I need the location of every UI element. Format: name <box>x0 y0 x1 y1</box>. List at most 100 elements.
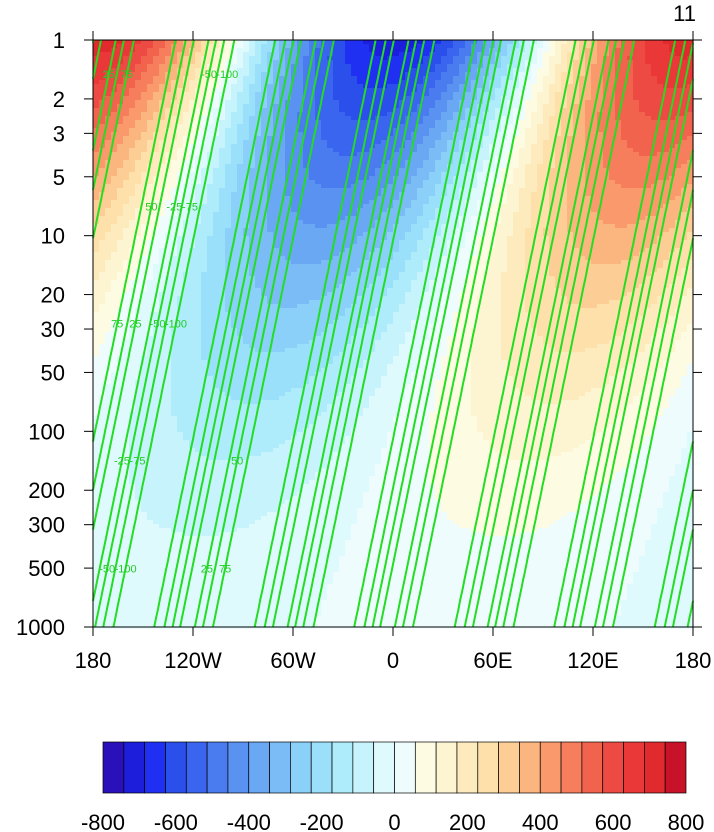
shade-cell <box>279 212 286 217</box>
shade-cell <box>117 152 124 157</box>
shade-cell <box>483 80 490 85</box>
shade-cell <box>225 216 232 221</box>
shade-cell <box>177 144 184 149</box>
shade-cell <box>201 156 208 161</box>
shade-cell <box>507 72 514 77</box>
shade-cell <box>621 184 628 189</box>
shade-cell <box>111 148 118 153</box>
shade-cell <box>93 208 100 213</box>
shade-cell <box>249 164 256 169</box>
shade-cell <box>189 228 196 233</box>
shade-cell <box>117 116 124 121</box>
shade-cell <box>153 168 160 173</box>
shade-cell <box>123 180 130 185</box>
shade-cell <box>321 140 328 145</box>
shade-cell <box>495 60 502 65</box>
shade-cell <box>225 188 232 193</box>
shade-cell <box>681 88 688 93</box>
shade-cell <box>615 52 622 57</box>
shade-cell <box>141 144 148 149</box>
shade-cell <box>267 172 274 177</box>
shade-cell <box>543 96 550 101</box>
shade-cell <box>327 64 334 69</box>
shade-cell <box>681 224 688 229</box>
shade-cell <box>237 180 244 185</box>
shade-cell <box>393 216 400 221</box>
shade-cell <box>501 160 508 165</box>
shade-cell <box>501 88 508 93</box>
shade-cell <box>465 100 472 105</box>
shade-cell <box>351 116 358 121</box>
shade-cell <box>231 200 238 205</box>
shade-cell <box>309 120 316 125</box>
shade-cell <box>387 60 394 65</box>
shade-cell <box>669 164 676 169</box>
shade-cell <box>675 208 682 213</box>
shade-cell <box>549 116 556 121</box>
shade-cell <box>423 88 430 93</box>
shade-cell <box>375 64 382 69</box>
shade-cell <box>615 164 622 169</box>
shade-cell <box>615 132 622 137</box>
shade-cell <box>369 152 376 157</box>
shade-cell <box>273 200 280 205</box>
shade-cell <box>513 100 520 105</box>
shade-cell <box>93 104 100 109</box>
shade-cell <box>591 152 598 157</box>
shade-cell <box>381 124 388 129</box>
shade-cell <box>231 76 238 81</box>
shade-cell <box>93 44 100 49</box>
shade-cell <box>441 152 448 157</box>
shade-cell <box>567 212 574 217</box>
shade-cell <box>435 72 442 77</box>
shade-cell <box>261 208 268 213</box>
shade-cell <box>393 56 400 61</box>
shade-cell <box>255 216 262 221</box>
shade-cell <box>249 52 256 57</box>
shade-cell <box>249 204 256 209</box>
shade-cell <box>195 72 202 77</box>
shade-cell <box>423 184 430 189</box>
shade-cell <box>435 176 442 181</box>
shade-cell <box>333 140 340 145</box>
shade-cell <box>411 212 418 217</box>
shade-cell <box>537 60 544 65</box>
shade-cell <box>681 104 688 109</box>
shade-cell <box>345 64 352 69</box>
shade-cell <box>189 204 196 209</box>
shade-cell <box>459 236 466 241</box>
shade-cell <box>405 184 412 189</box>
shade-cell <box>489 120 496 125</box>
shade-cell <box>375 132 382 137</box>
shade-cell <box>561 216 568 221</box>
shade-cell <box>141 212 148 217</box>
shade-cell <box>279 220 286 225</box>
shade-cell <box>225 148 232 153</box>
shade-cell <box>111 128 118 133</box>
shade-cell <box>459 196 466 201</box>
shade-cell <box>183 112 190 117</box>
shade-cell <box>225 156 232 161</box>
shade-cell <box>153 232 160 237</box>
shade-cell <box>129 152 136 157</box>
shade-cell <box>633 68 640 73</box>
shade-cell <box>477 216 484 221</box>
shade-cell <box>339 220 346 225</box>
shade-cell <box>135 116 142 121</box>
shade-cell <box>537 124 544 129</box>
shade-cell <box>219 116 226 121</box>
shade-cell <box>411 180 418 185</box>
shade-cell <box>669 208 676 213</box>
shade-cell <box>141 128 148 133</box>
shade-cell <box>363 104 370 109</box>
shade-cell <box>543 168 550 173</box>
shade-cell <box>357 96 364 101</box>
shade-cell <box>597 100 604 105</box>
shade-cell <box>573 200 580 205</box>
shade-cell <box>669 188 676 193</box>
shade-cell <box>333 80 340 85</box>
shade-cell <box>507 208 514 213</box>
shade-cell <box>543 200 550 205</box>
shade-cell <box>219 144 226 149</box>
